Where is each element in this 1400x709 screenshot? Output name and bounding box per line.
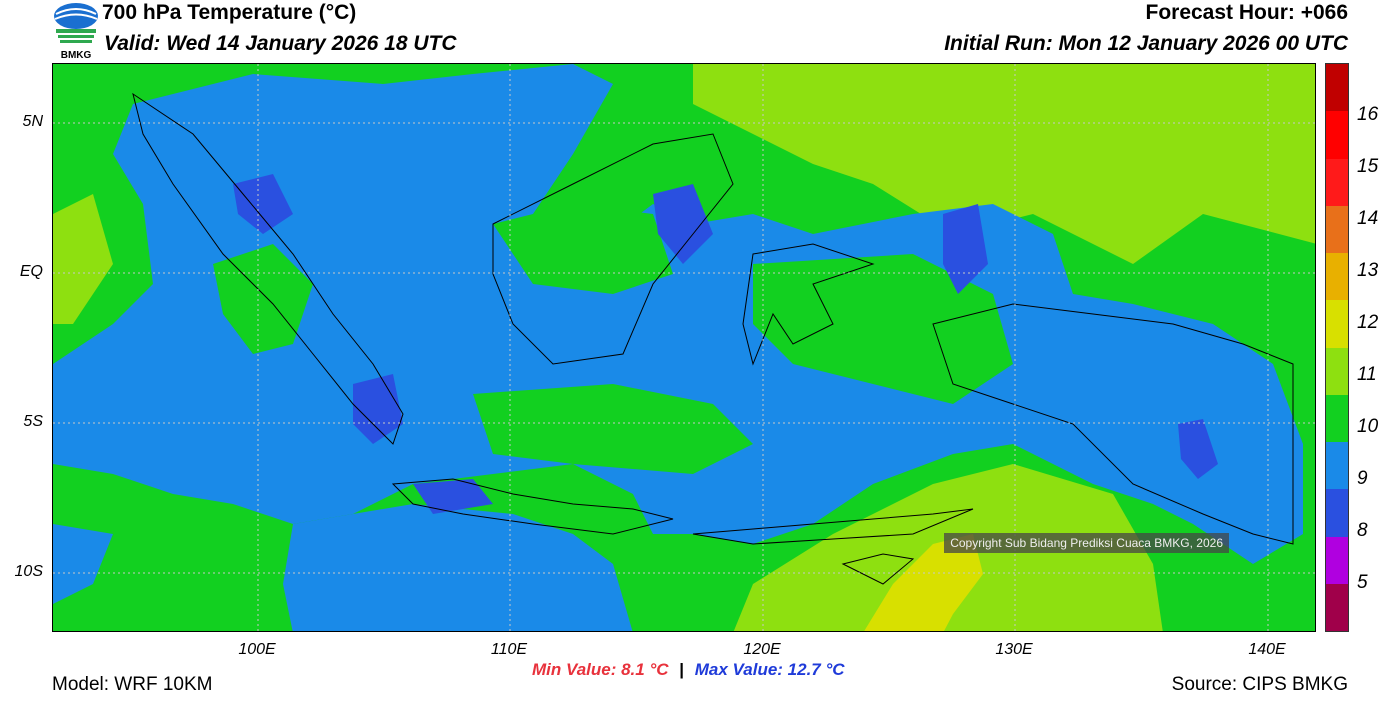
colorbar-segment [1326, 536, 1348, 584]
cool-region-main [53, 64, 1303, 564]
lat-label-10s: 10S [14, 563, 43, 580]
coastlines [132, 92, 1294, 585]
bmkg-logo: BMKG [52, 2, 100, 61]
logo-text: BMKG [61, 50, 92, 60]
cold-spot-halmahera [943, 204, 988, 294]
colorbar-label-15: 15 [1357, 156, 1379, 177]
colorbar-label-8: 8 [1357, 520, 1368, 541]
colorbar-segment [1326, 583, 1348, 631]
colorbar-label-12: 12 [1357, 312, 1379, 333]
lat-label-eq: EQ [19, 263, 43, 280]
cold-spot-java [413, 479, 493, 514]
colorbar-label-14: 14 [1357, 208, 1379, 229]
lat-label-5s: 5S [23, 413, 43, 430]
lon-label-130e: 130E [995, 641, 1033, 658]
copyright-notice: Copyright Sub Bidang Prediksi Cuaca BMKG… [944, 533, 1229, 553]
colorbar-segment [1326, 442, 1348, 490]
initial-run: Initial Run: Mon 12 January 2026 00 UTC [944, 32, 1348, 55]
neutral-patch-java-sea [473, 384, 753, 474]
cold-spot-sumatra [233, 174, 293, 234]
colorbar-label-10: 10 [1357, 416, 1379, 437]
colorbar [1325, 63, 1349, 632]
colorbar-segment [1326, 111, 1348, 159]
temperature-map: Copyright Sub Bidang Prediksi Cuaca BMKG… [52, 63, 1316, 632]
colorbar-label-9: 9 [1357, 468, 1368, 489]
colorbar-segment [1326, 205, 1348, 253]
lon-label-100e: 100E [238, 641, 276, 658]
min-max-stats: Min Value: 8.1 °C | Max Value: 12.7 °C [532, 660, 845, 680]
colorbar-label-11: 11 [1357, 364, 1377, 385]
lon-label-110e: 110E [490, 641, 528, 658]
hot-spot-timor-sea [864, 534, 983, 631]
colorbar-label-13: 13 [1357, 260, 1379, 281]
neutral-patch-sumatra [213, 244, 313, 354]
colorbar-label-5: 5 [1357, 572, 1368, 593]
cool-region-southwest [53, 524, 113, 604]
warm-region-west [53, 194, 113, 324]
neutral-patch-sulawesi [753, 254, 1013, 404]
cold-spot-sumatra-south [353, 374, 403, 444]
colorbar-segment [1326, 158, 1348, 206]
source-label: Source: CIPS BMKG [1171, 674, 1348, 695]
warm-region-northeast [693, 64, 1315, 264]
colorbar-segment [1326, 64, 1348, 112]
lon-label-140e: 140E [1248, 641, 1286, 658]
colorbar-segment [1326, 253, 1348, 301]
stats-separator: | [679, 660, 685, 679]
neutral-patch-borneo [493, 204, 673, 294]
model-label: Model: WRF 10KM [52, 674, 213, 695]
grid-lines [53, 64, 1315, 631]
cold-spot-papua [1178, 419, 1218, 479]
colorbar-segment [1326, 300, 1348, 348]
forecast-hour: Forecast Hour: +066 [1145, 1, 1349, 24]
lon-label-120e: 120E [743, 641, 781, 658]
colorbar-label-16: 16 [1357, 104, 1379, 125]
valid-time: Valid: Wed 14 January 2026 18 UTC [104, 32, 457, 55]
lat-label-5n: 5N [22, 113, 43, 130]
max-value: Max Value: 12.7 °C [694, 660, 845, 679]
min-value: Min Value: 8.1 °C [532, 660, 669, 679]
colorbar-segment [1326, 489, 1348, 537]
chart-title: 700 hPa Temperature (°C) [102, 1, 357, 24]
cold-spot-borneo [653, 184, 713, 264]
colorbar-segment [1326, 394, 1348, 442]
colorbar-segment [1326, 347, 1348, 395]
cool-region-south [283, 504, 633, 631]
